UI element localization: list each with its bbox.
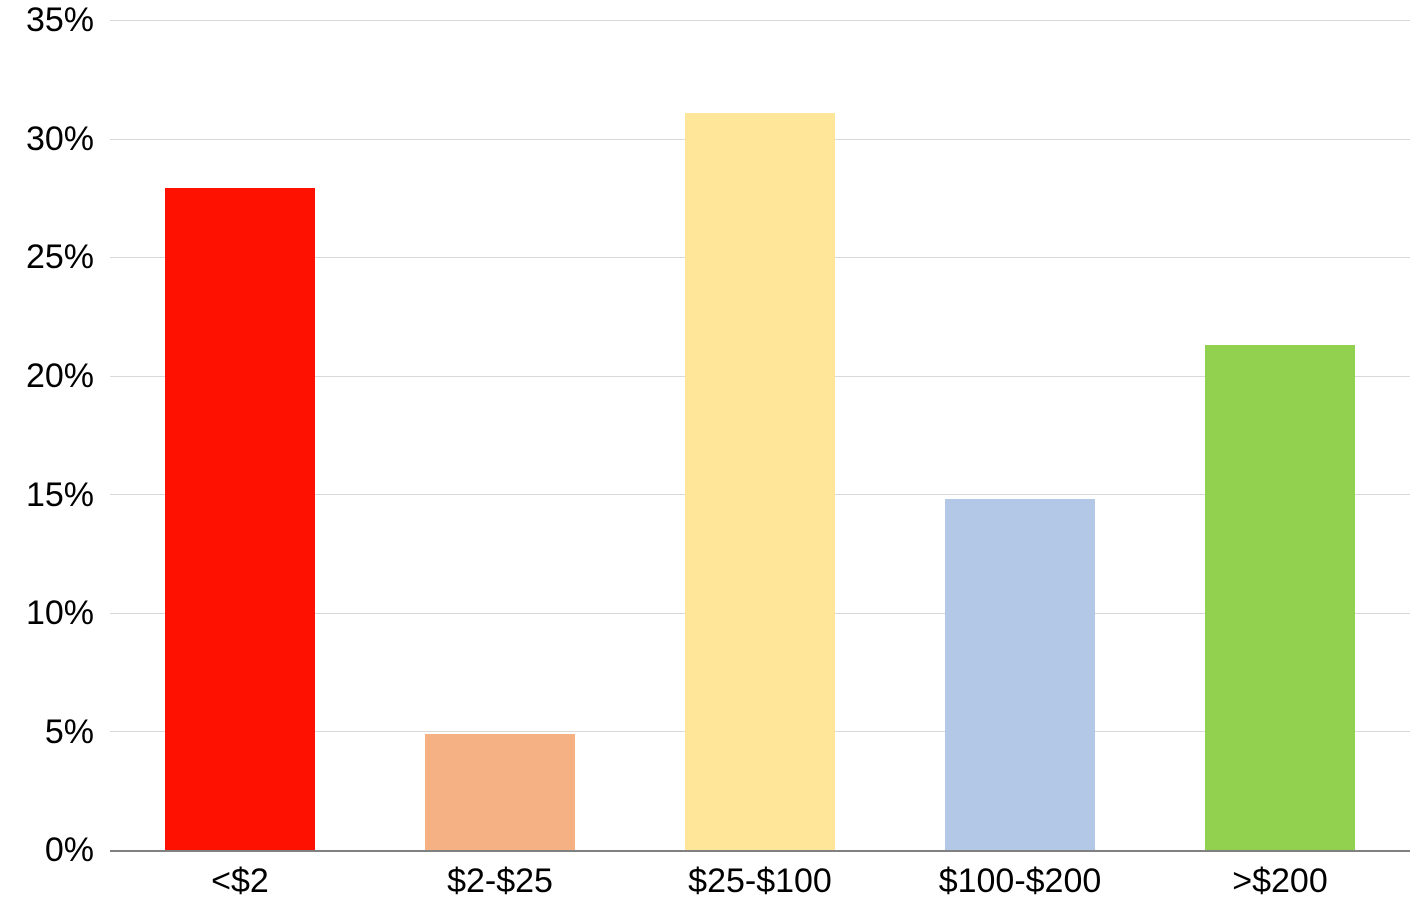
bar [165, 188, 316, 850]
bar [1205, 345, 1356, 850]
y-tick-label: 25% [0, 238, 94, 277]
plot-area [110, 20, 1410, 850]
y-tick-label: 30% [0, 120, 94, 159]
x-tick-label: >$200 [1150, 862, 1410, 898]
x-tick-label: $100-$200 [890, 862, 1150, 898]
gridline [110, 850, 1410, 852]
x-axis: <$2$2-$25$25-$100$100-$200>$200 [110, 862, 1410, 898]
y-tick-label: 10% [0, 594, 94, 633]
bar [945, 499, 1096, 850]
bar [685, 113, 836, 851]
y-tick-label: 15% [0, 476, 94, 515]
gridline [110, 20, 1410, 21]
y-tick-label: 20% [0, 357, 94, 396]
x-tick-label: <$2 [110, 862, 370, 898]
bar [425, 734, 576, 850]
x-tick-label: $25-$100 [630, 862, 890, 898]
y-tick-label: 5% [0, 713, 94, 752]
y-tick-label: 0% [0, 831, 94, 870]
y-tick-label: 35% [0, 1, 94, 40]
bar-chart: 0% 5% 10% 15% 20% 25% 30% 35% <$2$2-$25$25-$100… [0, 0, 1423, 898]
x-tick-label: $2-$25 [370, 862, 630, 898]
